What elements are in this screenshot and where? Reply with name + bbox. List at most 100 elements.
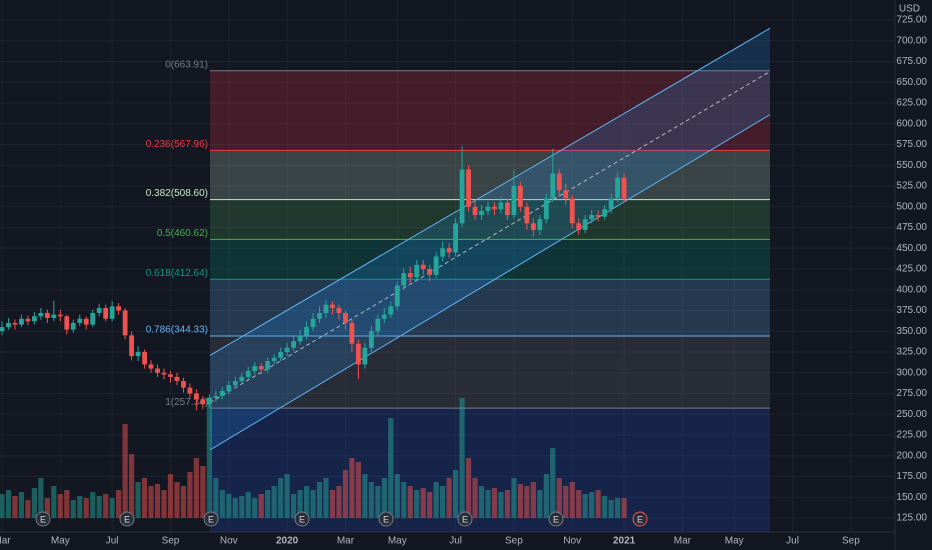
earnings-marker — [378, 511, 394, 527]
volume-bar — [213, 478, 219, 518]
candle-body — [219, 390, 225, 396]
volume-bar — [355, 462, 361, 518]
volume-bar — [96, 496, 102, 518]
earnings-label: E — [208, 514, 214, 524]
y-tick-label: 275.00 — [896, 388, 927, 399]
candle-body — [375, 318, 381, 332]
volume-bar — [608, 500, 614, 518]
candle-body — [368, 331, 374, 348]
y-tick-label: 300.00 — [896, 367, 927, 378]
candle-body — [109, 306, 115, 319]
candle-body — [356, 343, 361, 365]
volume-bar — [174, 482, 180, 518]
volume-bar — [394, 474, 400, 518]
volume-bar — [401, 482, 407, 518]
volume-bar — [524, 486, 530, 518]
volume-bar — [453, 470, 459, 518]
channel-upper — [209, 27, 771, 356]
volume-bar — [31, 488, 37, 518]
candle-body — [96, 307, 102, 313]
earnings-marker — [548, 511, 564, 527]
candle-body — [505, 202, 510, 216]
candle-body — [122, 310, 128, 336]
volume-bar — [582, 494, 588, 518]
volume-bar — [576, 490, 582, 518]
y-tick-label: 550.00 — [896, 160, 927, 171]
candle-body — [103, 307, 109, 319]
fib-band — [210, 279, 770, 336]
candle-body — [142, 351, 147, 365]
fib-label: 0.236(567.96) — [146, 139, 208, 150]
candle-body — [543, 198, 549, 220]
earnings-marker — [457, 511, 473, 527]
x-tick-label: May — [51, 536, 70, 547]
candle-body — [304, 327, 309, 336]
candle-body — [446, 248, 452, 253]
y-tick-label: 200.00 — [896, 450, 927, 461]
volume-bar — [252, 498, 258, 518]
volume-bar — [498, 492, 504, 518]
x-tick-label: Sep — [162, 536, 180, 547]
candle-body — [278, 351, 284, 358]
y-tick-label: 225.00 — [896, 430, 927, 441]
candle-body — [420, 264, 426, 269]
x-tick-label: Nov — [563, 536, 581, 547]
volume-bar — [427, 492, 433, 518]
volume-bar — [103, 494, 109, 518]
volume-bar — [187, 472, 193, 518]
volume-bar — [316, 482, 323, 518]
volume-bar — [278, 478, 284, 518]
volume-bar — [375, 486, 381, 518]
volume-bar — [602, 496, 608, 518]
candle-body — [90, 312, 96, 325]
earnings-label: E — [637, 514, 643, 524]
y-tick-label: 525.00 — [896, 181, 927, 192]
volume-bar — [303, 486, 310, 518]
volume-bar — [530, 482, 536, 518]
y-tick-label: 325.00 — [896, 347, 927, 358]
candle-body — [213, 395, 219, 398]
volume-bar — [193, 458, 199, 518]
y-tick-label: 350.00 — [896, 326, 927, 337]
candle-body — [155, 368, 160, 373]
candle-body — [44, 312, 50, 318]
y-tick-label: 250.00 — [896, 409, 927, 420]
volume-bar — [5, 490, 12, 518]
candle-body — [232, 381, 238, 386]
fib-band — [210, 199, 770, 240]
candle-body — [284, 347, 290, 352]
volume-bar — [12, 496, 18, 518]
candle-body — [362, 347, 368, 365]
candle-body — [25, 318, 31, 322]
volume-bar — [64, 490, 70, 518]
fib-band — [210, 70, 770, 151]
candle-body — [161, 372, 167, 375]
volume-bar — [440, 486, 446, 518]
candle-body — [310, 318, 316, 328]
x-tick-label: Mar — [0, 536, 11, 547]
volume-bar — [472, 478, 478, 518]
candle-body — [459, 169, 465, 224]
candle-body — [297, 335, 303, 342]
volume-bar — [25, 500, 31, 518]
volume-bar — [135, 482, 141, 518]
volume-bar — [336, 486, 342, 518]
y-tick-label: 625.00 — [896, 98, 927, 109]
volume-bar — [206, 398, 212, 518]
earnings-label: E — [553, 514, 559, 524]
x-tick-label: Sep — [842, 536, 860, 547]
candle-body — [498, 202, 504, 210]
candle-body — [407, 273, 413, 278]
earnings-marker — [35, 511, 51, 527]
earnings-marker — [203, 511, 219, 527]
x-tick-label: 2021 — [613, 536, 636, 547]
fib-label: 0.786(344.33) — [146, 325, 208, 336]
volume-bar — [297, 490, 303, 518]
candle-body — [0, 327, 5, 332]
x-tick-label: Nov — [220, 536, 238, 547]
earnings-label: E — [299, 514, 305, 524]
volume-bar — [239, 496, 245, 518]
y-tick-label: 650.00 — [896, 77, 927, 88]
